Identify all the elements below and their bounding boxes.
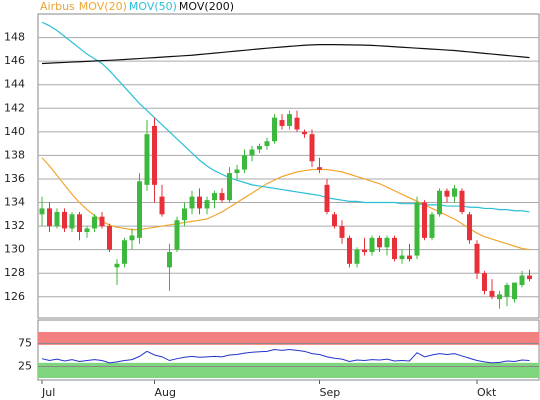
candle-body xyxy=(159,196,165,215)
candle-body xyxy=(302,131,307,135)
candle-body xyxy=(474,243,480,274)
candle-body xyxy=(407,255,412,260)
candle-body xyxy=(152,125,157,185)
plot-frame xyxy=(37,13,540,319)
y-tick-label: 142 xyxy=(4,101,25,114)
candle-body xyxy=(204,200,210,209)
candle-body xyxy=(264,141,270,146)
x-tick-label: Sep xyxy=(320,386,341,399)
candle-body xyxy=(347,237,352,264)
x-tick-label: Jul xyxy=(41,386,55,399)
candle-body xyxy=(309,134,315,162)
candle-body xyxy=(519,275,525,286)
y-tick-label: 75 xyxy=(18,337,32,350)
legend-entry: MOV(50) xyxy=(129,0,177,13)
candle-body xyxy=(512,282,517,300)
candle-body xyxy=(504,285,510,297)
candle-body xyxy=(54,211,60,227)
y-tick-label: 148 xyxy=(4,31,25,44)
chart-title: Airbus xyxy=(40,0,75,13)
candle-body xyxy=(332,214,337,227)
candle-body xyxy=(219,193,225,201)
candle-body xyxy=(189,196,195,209)
candle-body xyxy=(444,190,450,197)
candle-body xyxy=(354,249,360,264)
candle-body xyxy=(362,249,367,253)
candle-body xyxy=(249,149,255,156)
y-tick-label: 136 xyxy=(4,172,25,185)
candle-body xyxy=(114,263,120,268)
y-tick-label: 138 xyxy=(4,148,25,161)
y-tick-label: 126 xyxy=(4,290,25,303)
candle-body xyxy=(39,208,45,215)
candle-body xyxy=(287,114,292,126)
candle-body xyxy=(69,214,75,229)
y-tick-label: 146 xyxy=(4,54,25,67)
x-tick-label: Okt xyxy=(477,386,497,399)
y-tick-label: 144 xyxy=(4,78,25,91)
candle-body xyxy=(122,240,127,264)
candle-body xyxy=(527,275,532,280)
candle-body xyxy=(459,190,465,212)
moving-average-line xyxy=(41,21,530,213)
candle-body xyxy=(167,252,172,268)
candle-body xyxy=(182,208,187,221)
candle-body xyxy=(317,167,322,170)
candle-body xyxy=(369,237,375,253)
candle-body xyxy=(324,184,330,212)
candle-body xyxy=(47,208,52,227)
candle-body xyxy=(422,202,427,238)
candle-body xyxy=(429,214,435,238)
candle-body xyxy=(144,134,150,185)
candle-body xyxy=(197,196,202,209)
candle-body xyxy=(452,188,457,197)
candle-body xyxy=(62,211,67,229)
candle-body xyxy=(129,235,135,241)
y-tick-label: 130 xyxy=(4,243,25,256)
candle-body xyxy=(399,255,405,260)
candle-body xyxy=(279,120,285,126)
y-tick-label: 140 xyxy=(4,125,25,138)
candle-body xyxy=(414,202,420,256)
legend-entry: MOV(20) xyxy=(79,0,127,13)
x-tick-label: Aug xyxy=(155,386,176,399)
candle-body xyxy=(174,220,180,250)
candle-body xyxy=(107,226,112,250)
rsi-line xyxy=(41,348,530,364)
moving-average-line xyxy=(41,157,530,251)
candle-body xyxy=(234,169,240,174)
rsi-band xyxy=(38,332,539,345)
candle-body xyxy=(137,181,142,238)
candle-body xyxy=(384,237,390,248)
candle-body xyxy=(257,145,262,150)
candle-body xyxy=(377,237,382,248)
moving-average-line xyxy=(41,44,530,65)
candle-body xyxy=(482,273,487,291)
candle-body xyxy=(227,173,232,201)
y-tick-label: 134 xyxy=(4,196,25,209)
y-tick-label: 128 xyxy=(4,266,25,279)
candle-body xyxy=(272,117,277,142)
rsi-band xyxy=(38,362,539,378)
candle-body xyxy=(437,190,442,215)
y-tick-label: 132 xyxy=(4,219,25,232)
candle-body xyxy=(392,237,397,260)
candle-body xyxy=(489,290,495,297)
candle-body xyxy=(212,193,217,201)
candle-body xyxy=(242,155,247,170)
candle-body xyxy=(497,294,502,300)
candle-body xyxy=(339,226,345,238)
y-tick-label: 25 xyxy=(18,360,32,373)
candle-body xyxy=(99,216,105,227)
candle-body xyxy=(77,214,82,232)
legend-entry: MOV(200) xyxy=(179,0,234,13)
candle-body xyxy=(84,228,90,232)
candle-body xyxy=(92,216,97,229)
candle-body xyxy=(467,214,472,241)
candle-body xyxy=(294,117,300,130)
